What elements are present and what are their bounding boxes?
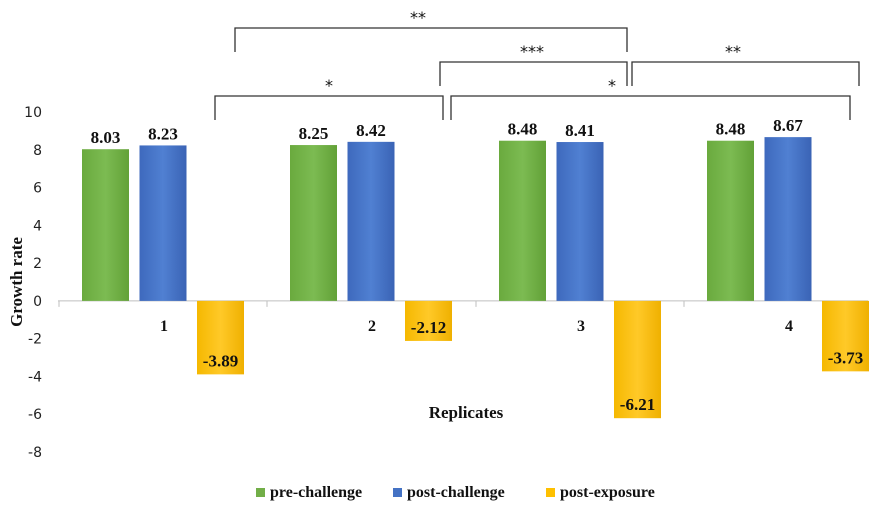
legend-label-post-exposure: post-exposure bbox=[560, 484, 655, 501]
bar-pre-challenge-2 bbox=[290, 145, 337, 301]
y-tick-label: 0 bbox=[33, 294, 42, 310]
significance-bracket bbox=[234, 27, 628, 52]
data-label-pre-challenge-2: 8.25 bbox=[299, 124, 329, 143]
legend-swatch-post-exposure bbox=[546, 488, 555, 497]
y-tick-label: -4 bbox=[28, 369, 42, 385]
legend-swatch-pre-challenge bbox=[256, 488, 265, 497]
significance-bracket bbox=[631, 61, 860, 86]
bar-post-exposure-2 bbox=[405, 300, 452, 341]
y-tick-label: 6 bbox=[33, 181, 42, 197]
legend-label-post-challenge: post-challenge bbox=[407, 484, 505, 501]
data-label-pre-challenge-4: 8.48 bbox=[716, 120, 746, 139]
data-label-pre-challenge-3: 8.48 bbox=[508, 120, 538, 139]
significance-label: * bbox=[608, 76, 616, 95]
significance-label: *** bbox=[520, 42, 544, 61]
bar-post-exposure-4 bbox=[822, 300, 869, 372]
data-label-post-exposure-4: -3.73 bbox=[828, 348, 863, 367]
data-label-pre-challenge-1: 8.03 bbox=[91, 128, 121, 147]
y-tick-label: 8 bbox=[33, 143, 42, 159]
y-tick-label: -8 bbox=[28, 445, 42, 461]
y-tick-label: -2 bbox=[28, 332, 42, 348]
data-label-post-challenge-1: 8.23 bbox=[148, 124, 178, 143]
data-label-post-challenge-3: 8.41 bbox=[565, 121, 595, 140]
bar-post-exposure-3 bbox=[614, 300, 661, 419]
y-tick-label: 2 bbox=[33, 256, 42, 272]
bar-pre-challenge-1 bbox=[82, 149, 129, 301]
y-tick-label: 4 bbox=[33, 218, 42, 234]
significance-bracket bbox=[450, 95, 851, 120]
bar-pre-challenge-3 bbox=[499, 140, 546, 301]
bar-post-exposure-1 bbox=[197, 300, 244, 375]
bar-post-challenge-4 bbox=[764, 137, 812, 301]
data-label-post-challenge-2: 8.42 bbox=[356, 121, 386, 140]
legend-swatch-post-challenge bbox=[393, 488, 402, 497]
data-label-post-exposure-2: -2.12 bbox=[411, 318, 446, 337]
category-label: 3 bbox=[577, 318, 585, 335]
bar-pre-challenge-4 bbox=[707, 140, 754, 301]
data-label-post-challenge-4: 8.67 bbox=[773, 116, 803, 135]
significance-label: ** bbox=[410, 8, 426, 27]
y-tick-label: -6 bbox=[28, 407, 42, 423]
y-axis-title: Growth rate bbox=[7, 237, 26, 327]
data-label-post-exposure-3: -6.21 bbox=[620, 395, 655, 414]
bar-post-challenge-3 bbox=[556, 142, 604, 301]
significance-label: * bbox=[325, 76, 333, 95]
significance-bracket bbox=[439, 61, 628, 86]
x-axis-title: Replicates bbox=[429, 403, 504, 422]
category-label: 4 bbox=[785, 318, 793, 335]
legend-label-pre-challenge: pre-challenge bbox=[270, 484, 362, 501]
significance-label: ** bbox=[725, 42, 741, 61]
significance-bracket bbox=[214, 95, 444, 120]
category-label: 1 bbox=[160, 318, 168, 335]
bar-post-challenge-1 bbox=[139, 145, 187, 301]
data-label-post-exposure-1: -3.89 bbox=[203, 351, 238, 370]
category-label: 2 bbox=[368, 318, 376, 335]
bar-post-challenge-2 bbox=[347, 141, 395, 301]
y-tick-label: 10 bbox=[24, 105, 42, 121]
